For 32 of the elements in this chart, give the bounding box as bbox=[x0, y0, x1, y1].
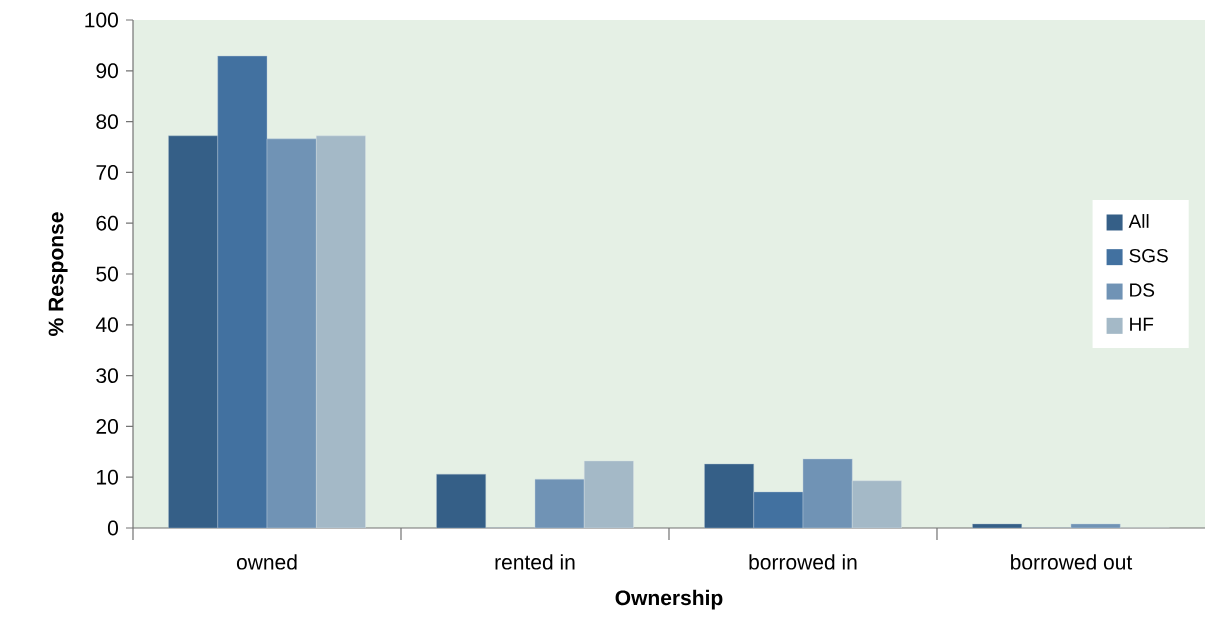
y-tick-label: 60 bbox=[96, 215, 118, 231]
x-tick-label: owned bbox=[236, 554, 297, 570]
bar bbox=[168, 135, 218, 528]
x-tick-label: borrowed in bbox=[749, 554, 857, 570]
x-axis-title: Ownership bbox=[615, 589, 723, 610]
y-tick-label: 30 bbox=[96, 368, 118, 384]
bar bbox=[217, 55, 268, 528]
legend-label: All bbox=[1128, 214, 1149, 228]
bar bbox=[436, 473, 486, 528]
x-tick-label: borrowed out bbox=[1011, 554, 1133, 570]
y-tick-label: 90 bbox=[96, 63, 118, 79]
bar bbox=[802, 458, 853, 528]
x-tick-label: rented in bbox=[495, 554, 575, 570]
bar bbox=[316, 135, 366, 528]
y-tick-label: 20 bbox=[96, 418, 118, 434]
bar bbox=[534, 479, 585, 528]
y-tick-label: 10 bbox=[97, 469, 118, 485]
bar bbox=[266, 138, 317, 528]
bar bbox=[704, 463, 754, 528]
legend-label: DS bbox=[1130, 283, 1155, 297]
y-tick-label: 100 bbox=[85, 12, 118, 28]
legend-label: HF bbox=[1130, 317, 1154, 331]
y-axis-title: % Response bbox=[48, 212, 68, 336]
bar bbox=[852, 480, 902, 528]
y-tick-label: 70 bbox=[96, 164, 118, 180]
bar bbox=[584, 460, 634, 528]
bar bbox=[753, 491, 804, 528]
y-tick-label: 0 bbox=[107, 520, 118, 536]
legend-label: SGS bbox=[1129, 248, 1168, 263]
y-tick-label: 50 bbox=[96, 266, 118, 282]
y-tick-label: 40 bbox=[95, 317, 118, 333]
y-tick-label: 80 bbox=[96, 114, 118, 130]
